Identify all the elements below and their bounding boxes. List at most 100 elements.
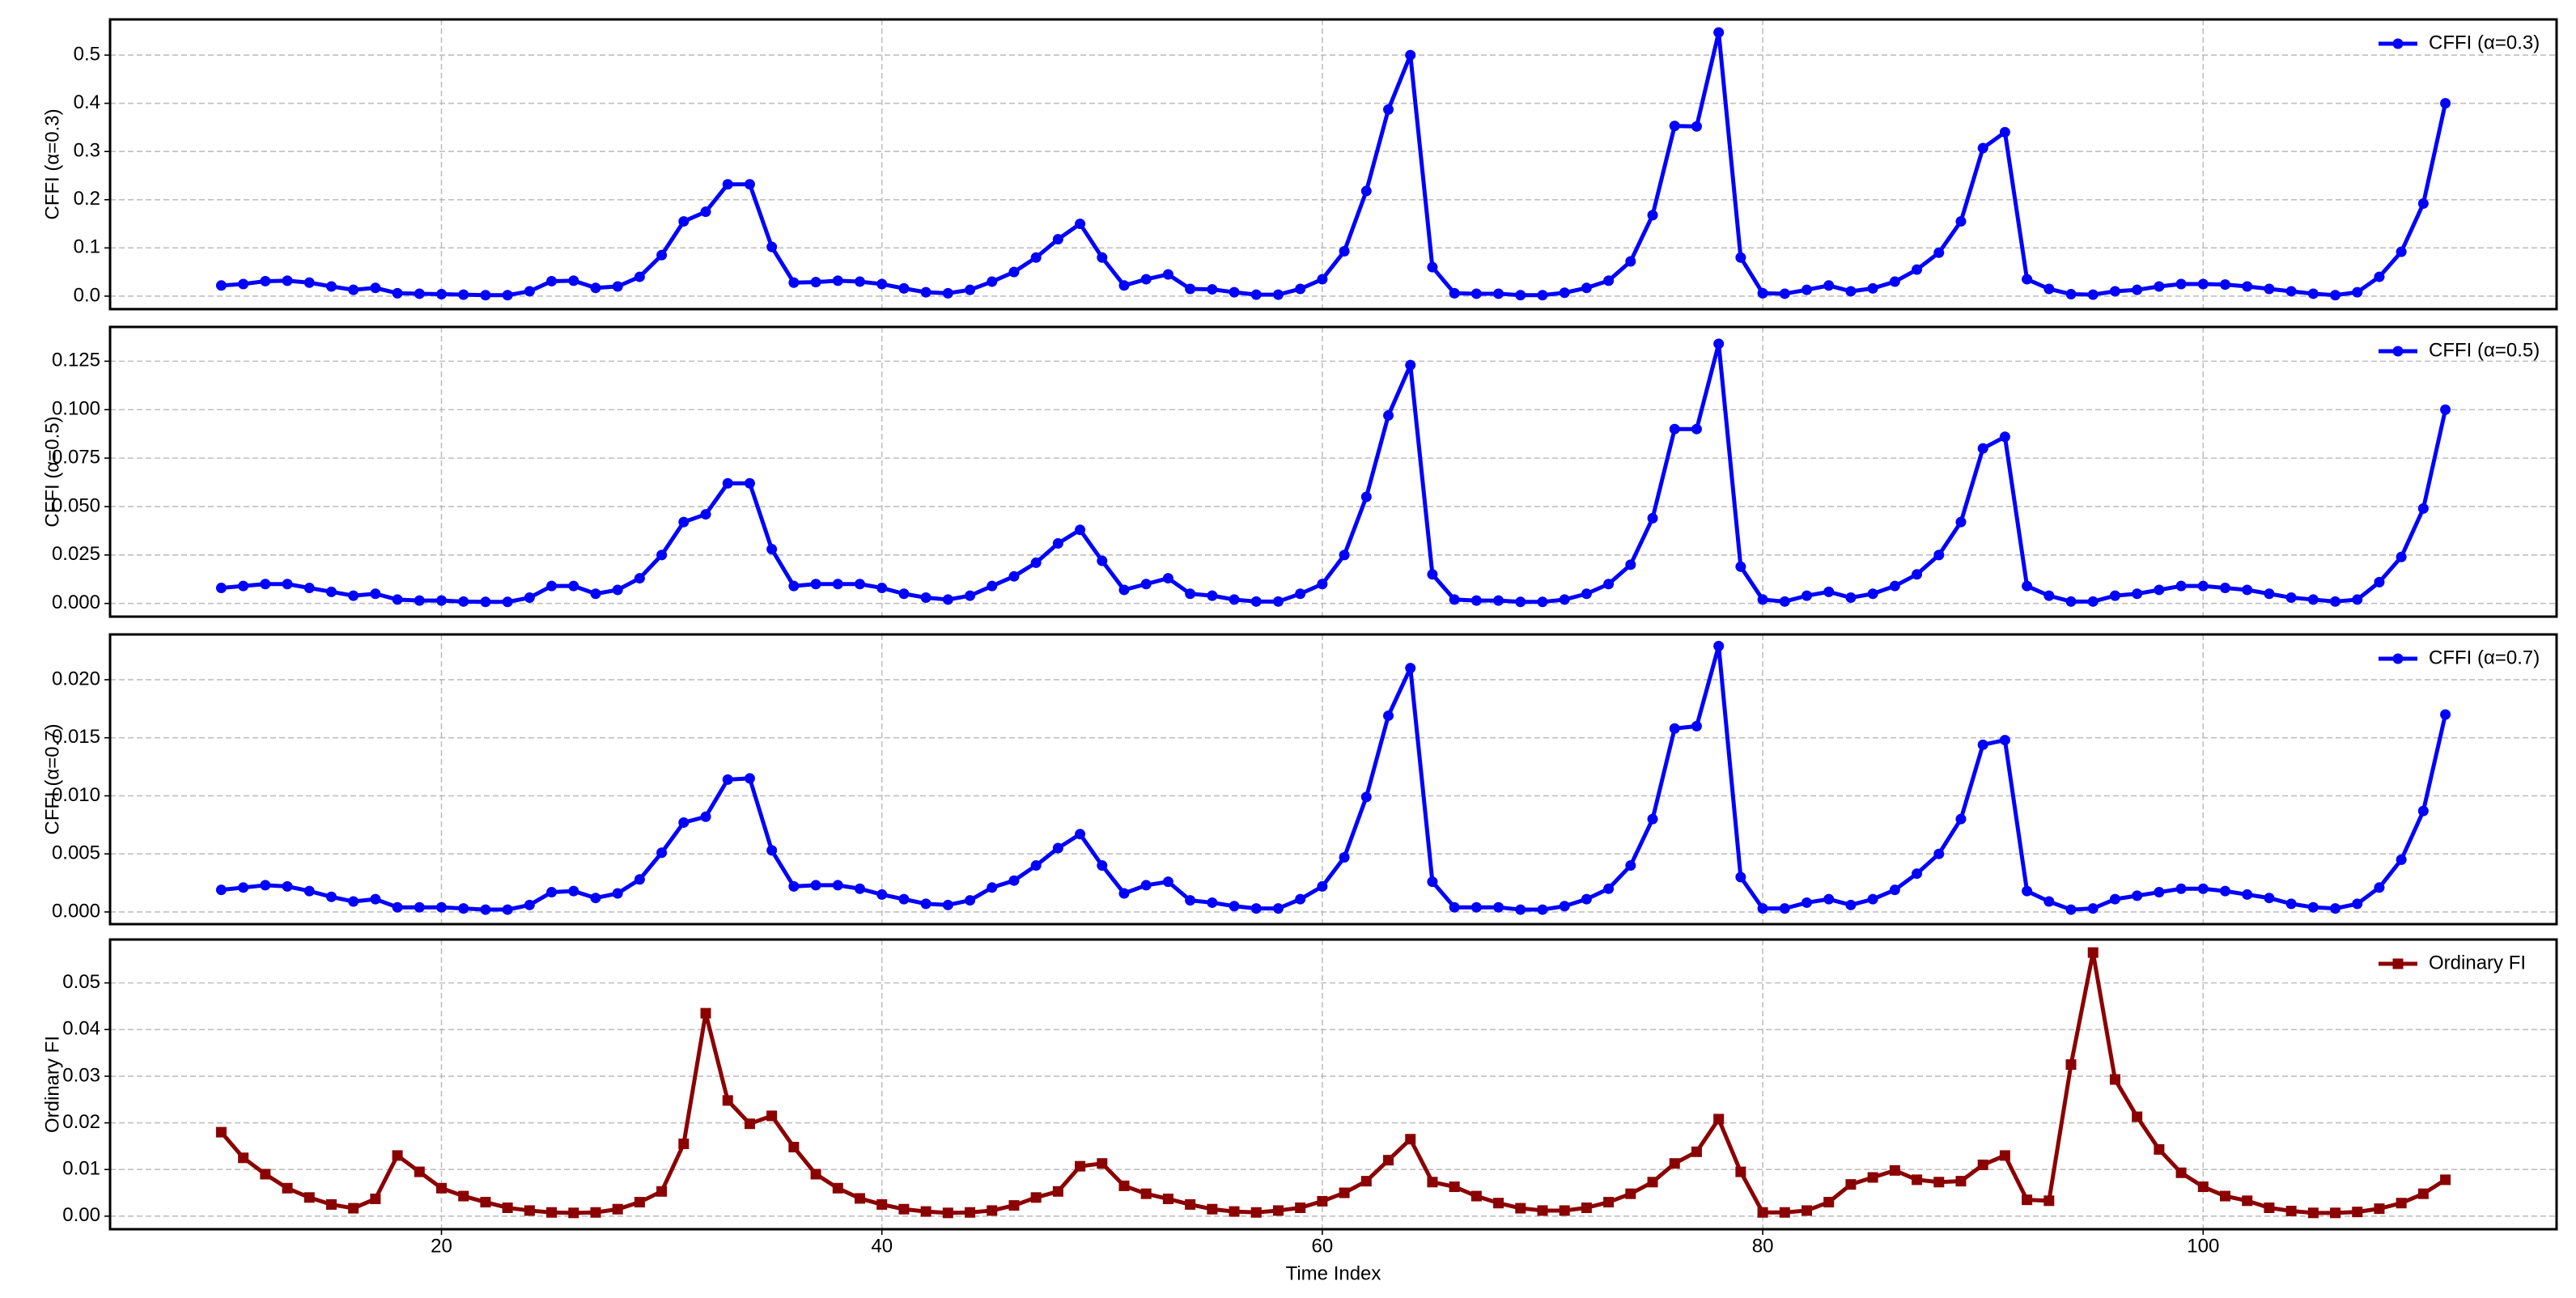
- marker: [325, 281, 337, 292]
- marker: [722, 774, 733, 785]
- marker: [392, 594, 403, 605]
- marker: [1802, 284, 1813, 295]
- marker: [1185, 895, 1196, 906]
- marker: [524, 1205, 535, 1216]
- marker: [1999, 126, 2010, 138]
- marker: [1207, 1203, 1218, 1215]
- marker: [1713, 640, 1725, 651]
- marker: [348, 896, 359, 907]
- marker: [1383, 1155, 1394, 1166]
- marker: [1162, 269, 1173, 280]
- marker: [2392, 958, 2404, 969]
- marker: [1867, 1172, 1878, 1183]
- marker: [238, 1152, 249, 1164]
- marker: [1647, 813, 1658, 825]
- marker: [1140, 880, 1152, 891]
- marker: [1559, 901, 1570, 912]
- marker: [502, 1202, 513, 1213]
- marker: [2396, 854, 2407, 865]
- marker: [325, 891, 337, 902]
- marker: [1889, 1164, 1900, 1176]
- marker: [2197, 278, 2209, 290]
- legend-entry: Ordinary FI: [2379, 952, 2526, 973]
- y-tick-label: 0.5: [74, 43, 100, 65]
- y-tick-label: 0.000: [52, 592, 100, 613]
- marker: [1295, 893, 1306, 905]
- marker: [1559, 1205, 1570, 1216]
- marker: [1559, 594, 1570, 605]
- marker: [303, 583, 315, 594]
- marker: [634, 271, 645, 282]
- marker: [1537, 1205, 1548, 1216]
- x-tick-label: 60: [1312, 1235, 1334, 1257]
- marker: [2242, 584, 2253, 596]
- marker: [1449, 901, 1460, 913]
- marker: [1912, 868, 1923, 880]
- marker: [788, 580, 800, 592]
- marker: [788, 1142, 800, 1153]
- marker: [502, 904, 513, 915]
- marker: [2197, 1181, 2209, 1193]
- marker: [1383, 409, 1394, 421]
- marker: [987, 580, 998, 592]
- marker: [1559, 287, 1570, 299]
- marker: [1250, 903, 1262, 914]
- marker: [898, 588, 910, 600]
- marker: [2285, 1206, 2297, 1217]
- marker: [1470, 595, 1482, 606]
- marker: [1295, 1202, 1306, 1213]
- marker: [1317, 579, 1328, 590]
- marker: [1250, 1207, 1262, 1218]
- marker: [1647, 512, 1658, 524]
- marker: [215, 1126, 227, 1138]
- marker: [766, 241, 778, 252]
- marker: [1889, 884, 1900, 896]
- marker: [854, 883, 865, 894]
- marker: [656, 249, 668, 261]
- y-tick-label: 0.3: [74, 140, 100, 162]
- marker: [1581, 893, 1592, 905]
- marker: [2043, 1195, 2055, 1207]
- marker: [2352, 594, 2363, 605]
- marker: [480, 290, 491, 301]
- marker: [1272, 1205, 1284, 1216]
- marker: [1250, 596, 1262, 607]
- marker: [1912, 1174, 1923, 1186]
- marker: [1515, 1203, 1526, 1214]
- marker: [2043, 590, 2055, 601]
- marker: [920, 898, 932, 910]
- marker: [2109, 893, 2120, 905]
- marker: [1823, 586, 1835, 597]
- marker: [2374, 271, 2385, 282]
- marker: [238, 278, 249, 290]
- marker: [325, 1198, 337, 1210]
- marker: [1118, 888, 1130, 899]
- marker: [832, 1182, 843, 1194]
- marker: [1339, 851, 1350, 863]
- x-tick-label: 20: [431, 1235, 452, 1257]
- panel: 0.000 0.005 0.010 0.015 0.020 CFFI (α=0.7) CFF…: [41, 633, 2558, 926]
- marker: [480, 596, 491, 608]
- marker: [568, 275, 579, 286]
- legend-label: Ordinary FI: [2429, 952, 2526, 973]
- marker: [965, 1207, 976, 1218]
- marker: [2440, 404, 2451, 415]
- y-tick-label: 0.04: [62, 1018, 100, 1040]
- marker: [1185, 1198, 1196, 1210]
- marker: [612, 281, 623, 292]
- marker: [1999, 735, 2010, 746]
- marker: [2264, 283, 2275, 295]
- legend-entry: CFFI (α=0.3): [2379, 32, 2540, 53]
- marker: [1030, 557, 1042, 568]
- marker: [590, 893, 601, 904]
- marker: [2242, 1195, 2253, 1207]
- marker: [2396, 1198, 2407, 1209]
- marker: [1405, 663, 1416, 674]
- marker: [920, 1206, 932, 1217]
- legend-label: CFFI (α=0.7): [2429, 647, 2540, 668]
- marker: [2065, 596, 2077, 607]
- marker: [2374, 576, 2385, 587]
- marker: [987, 882, 998, 893]
- marker: [920, 286, 932, 298]
- y-tick-label: 0.010: [52, 784, 100, 806]
